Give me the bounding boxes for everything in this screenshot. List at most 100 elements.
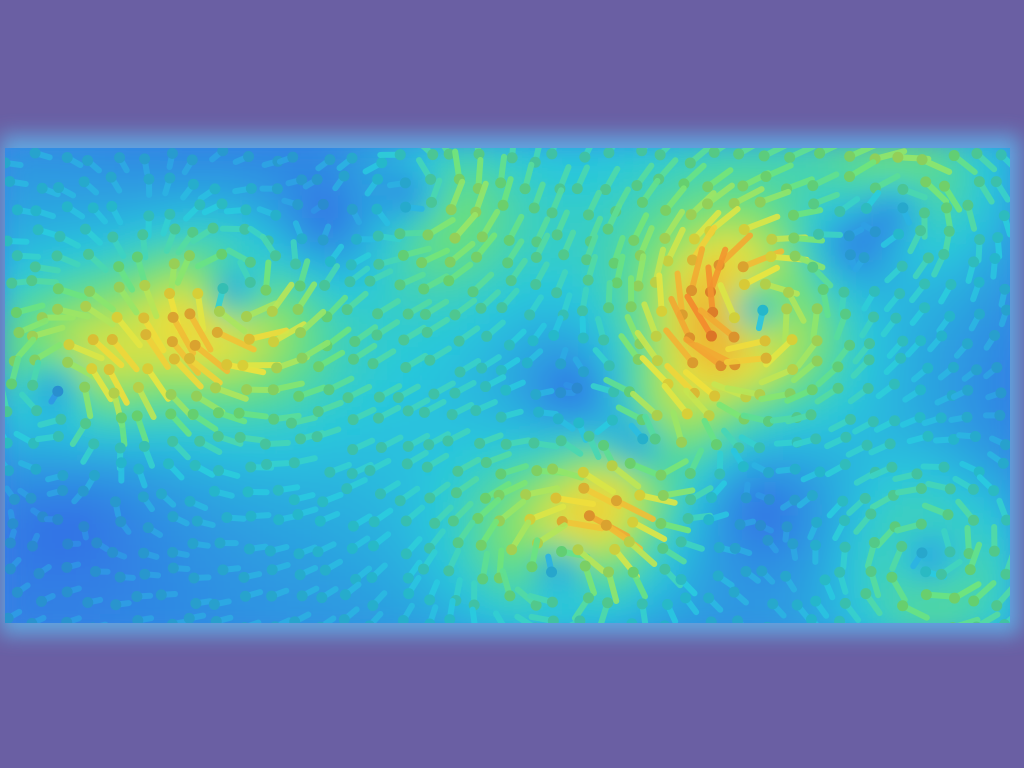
arrow-head [312, 406, 324, 418]
arrow-head [705, 492, 717, 504]
arrow-shaft [214, 329, 257, 353]
arrow-head [394, 149, 406, 161]
heat-cell [500, 420, 520, 440]
arrow-head [603, 302, 615, 314]
arrow-head [869, 226, 881, 238]
arrow-head [995, 387, 1007, 399]
heat-cell [320, 520, 340, 540]
arrow-head [115, 457, 127, 469]
heat-cell [480, 148, 500, 160]
heat-cell [180, 480, 200, 500]
arrow-head [424, 594, 436, 606]
arrow-head [452, 537, 464, 549]
arrow-head [449, 309, 461, 321]
arrow-head [626, 618, 638, 623]
arrow-head [371, 329, 383, 341]
arrow-head [886, 571, 898, 583]
arrow-head [636, 196, 648, 208]
arrow-head [453, 335, 465, 347]
heat-cell [540, 300, 560, 320]
arrow-head [184, 495, 196, 507]
heat-cell [320, 600, 340, 620]
arrow-head [217, 282, 229, 294]
arrow-head [868, 311, 880, 323]
arrow-head [402, 440, 414, 452]
heat-cell [960, 180, 980, 200]
arrow-head [312, 546, 324, 558]
arrow-head [266, 564, 278, 576]
heat-cell [820, 480, 840, 500]
arrow-head [374, 488, 386, 500]
heat-cell [180, 420, 200, 440]
arrow-head [578, 482, 590, 494]
arrow-shaft [492, 610, 506, 623]
arrow-head [839, 541, 851, 553]
arrow-head [372, 173, 384, 185]
arrow-head [243, 151, 255, 163]
arrow-head [867, 416, 879, 428]
heat-cell [100, 620, 120, 623]
arrow-head [11, 250, 23, 262]
arrow-head [239, 223, 251, 235]
heat-cell [320, 148, 340, 160]
heat-cell [960, 240, 980, 260]
arrow-head [971, 148, 983, 160]
heat-cell [40, 620, 60, 623]
arrow-head [783, 286, 795, 298]
arrow-shaft [636, 492, 678, 506]
arrow-head [344, 276, 356, 288]
heat-cell [120, 480, 140, 500]
arrow-head [6, 277, 18, 289]
arrow-head [810, 539, 822, 551]
arrow-head [576, 305, 588, 317]
arrow-head [347, 353, 359, 365]
arrow-head [155, 589, 167, 601]
heat-cell [960, 440, 980, 460]
heat-cell [620, 440, 640, 460]
arrow-head [606, 460, 618, 472]
heat-cell [920, 380, 940, 400]
arrow-head [659, 563, 671, 575]
arrow-head [213, 305, 225, 317]
arrow-head [506, 544, 518, 556]
arrow-head [660, 620, 670, 623]
arrow-head [896, 260, 908, 272]
arrow-head [688, 233, 700, 245]
heat-cell [380, 360, 400, 380]
heat-cell [480, 580, 500, 600]
arrow-head [443, 275, 455, 287]
arrow-head [686, 285, 698, 297]
heat-cell [480, 340, 500, 360]
heat-cell [740, 620, 760, 623]
arrow-head [184, 308, 196, 320]
heat-cell [900, 400, 920, 420]
heat-cell [420, 360, 440, 380]
heat-cell [800, 580, 820, 600]
arrow-head [311, 173, 323, 185]
heat-cell [720, 560, 740, 580]
arrow-head [603, 148, 615, 159]
heat-cell [40, 160, 60, 180]
arrow-head [8, 493, 20, 505]
arrow-head [86, 363, 98, 375]
arrow-head [55, 413, 67, 425]
arrow-head [346, 543, 358, 555]
arrow-head [111, 311, 123, 323]
arrow-head [684, 467, 696, 479]
arrow-head [603, 566, 615, 578]
arrow-head [728, 312, 740, 324]
arrow-head [5, 235, 13, 247]
arrow-head [627, 516, 639, 528]
heat-cell [540, 340, 560, 360]
arrow-head [29, 261, 41, 273]
arrow-head [443, 148, 455, 160]
arrow-shaft [664, 362, 698, 397]
heat-cell [660, 320, 680, 340]
arrow-head [495, 177, 507, 189]
arrow-head [992, 232, 1004, 244]
arrow-head [167, 311, 179, 323]
heat-cell [60, 600, 80, 620]
heat-cell [620, 260, 640, 280]
arrow-head [973, 466, 985, 478]
